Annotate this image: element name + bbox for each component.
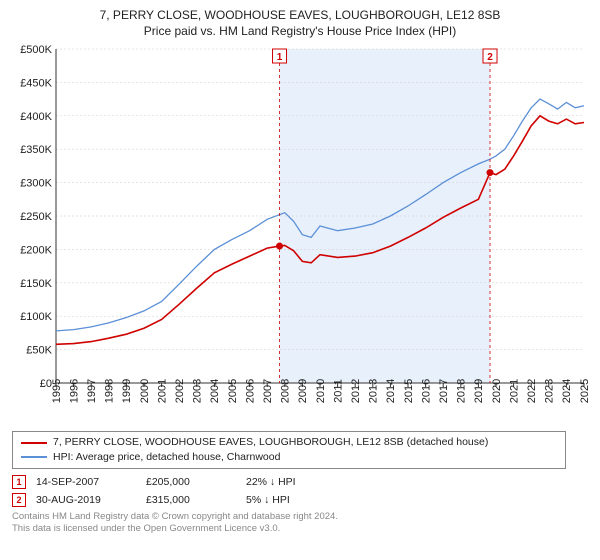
legend-label-property: 7, PERRY CLOSE, WOODHOUSE EAVES, LOUGHBO… <box>53 435 488 450</box>
chart-container: 7, PERRY CLOSE, WOODHOUSE EAVES, LOUGHBO… <box>0 0 600 560</box>
svg-text:2012: 2012 <box>350 379 362 403</box>
svg-text:£350K: £350K <box>20 144 52 156</box>
legend-item-hpi: HPI: Average price, detached house, Char… <box>21 450 557 465</box>
svg-text:2015: 2015 <box>403 379 415 403</box>
svg-text:2008: 2008 <box>280 379 292 403</box>
svg-text:2006: 2006 <box>244 379 256 403</box>
svg-text:2009: 2009 <box>297 379 309 403</box>
svg-text:£500K: £500K <box>20 44 52 56</box>
transaction-diff: 22% ↓ HPI <box>246 476 346 488</box>
svg-text:2010: 2010 <box>315 379 327 403</box>
svg-text:2021: 2021 <box>508 379 520 403</box>
svg-text:2013: 2013 <box>368 379 380 403</box>
svg-text:£50K: £50K <box>26 345 52 357</box>
svg-text:£300K: £300K <box>20 178 52 190</box>
svg-text:1997: 1997 <box>86 379 98 403</box>
transaction-date: 30-AUG-2019 <box>36 494 136 506</box>
svg-text:2003: 2003 <box>192 379 204 403</box>
svg-text:£100K: £100K <box>20 311 52 323</box>
svg-text:2020: 2020 <box>491 379 503 403</box>
legend-box: 7, PERRY CLOSE, WOODHOUSE EAVES, LOUGHBO… <box>12 431 566 468</box>
transaction-row: 1 14-SEP-2007 £205,000 22% ↓ HPI <box>12 475 588 489</box>
legend-swatch-hpi <box>21 456 47 458</box>
attribution-block: Contains HM Land Registry data © Crown c… <box>12 511 588 536</box>
title-subtitle: Price paid vs. HM Land Registry's House … <box>12 24 588 40</box>
svg-text:1998: 1998 <box>104 379 116 403</box>
svg-text:2: 2 <box>487 52 493 63</box>
svg-text:£450K: £450K <box>20 78 52 90</box>
svg-text:1999: 1999 <box>121 379 133 403</box>
attribution-line: This data is licensed under the Open Gov… <box>12 523 588 535</box>
svg-text:2005: 2005 <box>227 379 239 403</box>
title-address: 7, PERRY CLOSE, WOODHOUSE EAVES, LOUGHBO… <box>12 8 588 24</box>
legend-item-property: 7, PERRY CLOSE, WOODHOUSE EAVES, LOUGHBO… <box>21 435 557 450</box>
transaction-row: 2 30-AUG-2019 £315,000 5% ↓ HPI <box>12 493 588 507</box>
svg-text:2007: 2007 <box>262 379 274 403</box>
svg-text:£150K: £150K <box>20 278 52 290</box>
svg-text:£250K: £250K <box>20 211 52 223</box>
transaction-marker-icon: 1 <box>12 475 26 489</box>
transaction-marker-icon: 2 <box>12 493 26 507</box>
legend-label-hpi: HPI: Average price, detached house, Char… <box>53 450 280 465</box>
svg-text:£400K: £400K <box>20 111 52 123</box>
svg-text:2004: 2004 <box>209 379 221 403</box>
svg-text:1996: 1996 <box>68 379 80 403</box>
svg-text:1995: 1995 <box>51 379 63 403</box>
line-chart-svg: £0£50K£100K£150K£200K£250K£300K£350K£400… <box>12 43 588 427</box>
title-block: 7, PERRY CLOSE, WOODHOUSE EAVES, LOUGHBO… <box>12 8 588 39</box>
attribution-line: Contains HM Land Registry data © Crown c… <box>12 511 588 523</box>
svg-text:2014: 2014 <box>385 379 397 403</box>
svg-text:2016: 2016 <box>420 379 432 403</box>
svg-text:2018: 2018 <box>456 379 468 403</box>
svg-text:2022: 2022 <box>526 379 538 403</box>
svg-text:2001: 2001 <box>156 379 168 403</box>
transaction-price: £315,000 <box>146 494 236 506</box>
svg-text:2002: 2002 <box>174 379 186 403</box>
svg-text:2019: 2019 <box>473 379 485 403</box>
transaction-price: £205,000 <box>146 476 236 488</box>
transaction-date: 14-SEP-2007 <box>36 476 136 488</box>
svg-text:2011: 2011 <box>332 379 344 403</box>
svg-text:2024: 2024 <box>561 379 573 403</box>
svg-text:1: 1 <box>277 52 283 63</box>
legend-swatch-property <box>21 442 47 444</box>
svg-text:2025: 2025 <box>579 379 588 403</box>
transaction-table: 1 14-SEP-2007 £205,000 22% ↓ HPI 2 30-AU… <box>12 475 588 507</box>
svg-text:£200K: £200K <box>20 245 52 257</box>
svg-text:2000: 2000 <box>139 379 151 403</box>
svg-text:2017: 2017 <box>438 379 450 403</box>
transaction-diff: 5% ↓ HPI <box>246 494 346 506</box>
chart-area: £0£50K£100K£150K£200K£250K£300K£350K£400… <box>12 43 588 427</box>
svg-text:2023: 2023 <box>544 379 556 403</box>
